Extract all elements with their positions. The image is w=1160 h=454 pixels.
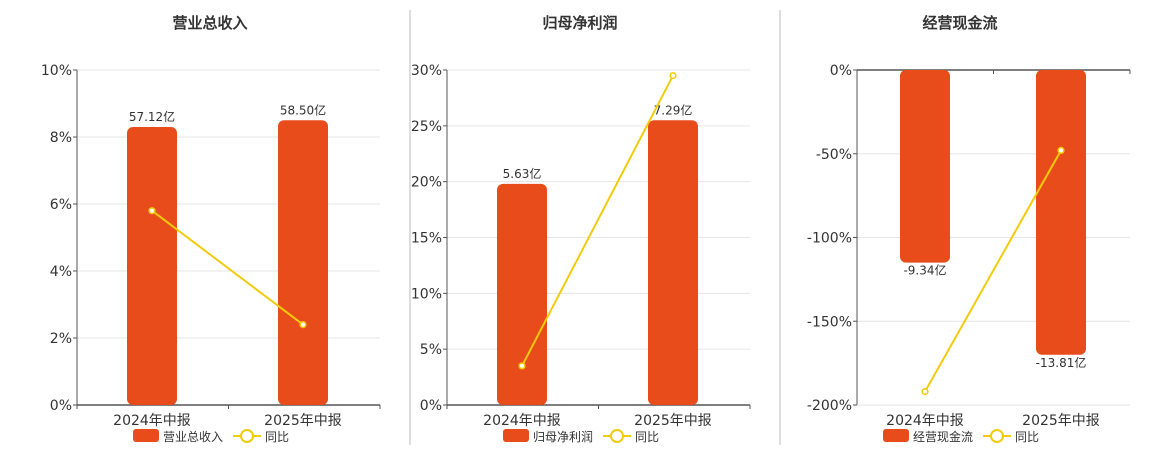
legend-bar-label: 归母净利润 [533, 430, 593, 444]
chart-title: 营业总收入 [172, 14, 247, 32]
legend-line-label: 同比 [1015, 430, 1039, 444]
chart-title: 归母净利润 [542, 14, 617, 32]
x-tick-label: 2024年中报 [886, 413, 964, 429]
y-tick-label: 20% [411, 175, 442, 191]
y-tick-label: 10% [41, 63, 72, 79]
y-tick-label: 10% [411, 286, 442, 302]
x-tick-label: 2024年中报 [483, 413, 561, 429]
y-tick-label: 8% [50, 130, 72, 146]
yoy-point [1057, 146, 1065, 154]
x-tick-label: 2025年中报 [1022, 413, 1100, 429]
y-tick-label: 0% [420, 398, 442, 414]
bar [648, 120, 698, 405]
yoy-point [518, 362, 526, 370]
legend-line-marker [240, 429, 254, 443]
bar-data-label: -9.34亿 [903, 263, 946, 278]
yoy-point [148, 207, 156, 215]
chart-title: 经营现金流 [922, 14, 997, 32]
yoy-line [151, 209, 304, 326]
bar [497, 183, 547, 405]
bar-data-label: 5.63亿 [503, 166, 542, 181]
legend-bar-swatch [133, 429, 159, 442]
y-tick-label: 15% [411, 231, 442, 247]
x-tick-label: 2025年中报 [634, 413, 712, 429]
bar [900, 70, 950, 263]
y-tick-label: 0% [50, 398, 72, 414]
yoy-point [669, 71, 677, 80]
y-tick-label: 2% [50, 331, 72, 347]
y-tick-label: 6% [50, 197, 72, 213]
y-tick-label: -200% [807, 398, 852, 414]
x-tick-label: 2025年中报 [264, 413, 342, 429]
y-tick-label: -150% [807, 314, 852, 330]
legend-bar-swatch [883, 429, 909, 442]
y-tick-label: 0% [830, 63, 852, 79]
legend-bar-label: 营业总收入 [163, 430, 223, 444]
y-tick-label: 5% [420, 342, 442, 358]
legend-bar-swatch [503, 429, 529, 442]
bar [278, 120, 328, 405]
yoy-point [921, 388, 929, 396]
legend-line-marker [990, 429, 1004, 443]
y-tick-label: 4% [50, 264, 72, 280]
bar [1036, 70, 1086, 355]
y-tick-label: -50% [816, 147, 852, 163]
bar-data-label: 57.12亿 [129, 109, 175, 124]
legend-line-marker [610, 429, 624, 443]
y-tick-label: 30% [411, 63, 442, 79]
y-tick-label: 25% [411, 119, 442, 135]
yoy-point [299, 321, 307, 329]
legend-bar-label: 经营现金流 [913, 429, 973, 444]
yoy-line [521, 75, 674, 367]
y-tick-label: -100% [807, 231, 852, 247]
bar [127, 126, 177, 405]
bar-data-label: -13.81亿 [1036, 355, 1087, 370]
bar-data-label: 58.50亿 [280, 102, 326, 117]
bar-data-label: 7.29亿 [654, 102, 693, 117]
yoy-line [924, 149, 1062, 393]
legend-line-label: 同比 [265, 430, 289, 444]
legend-line-label: 同比 [635, 430, 659, 444]
x-tick-label: 2024年中报 [113, 413, 191, 429]
